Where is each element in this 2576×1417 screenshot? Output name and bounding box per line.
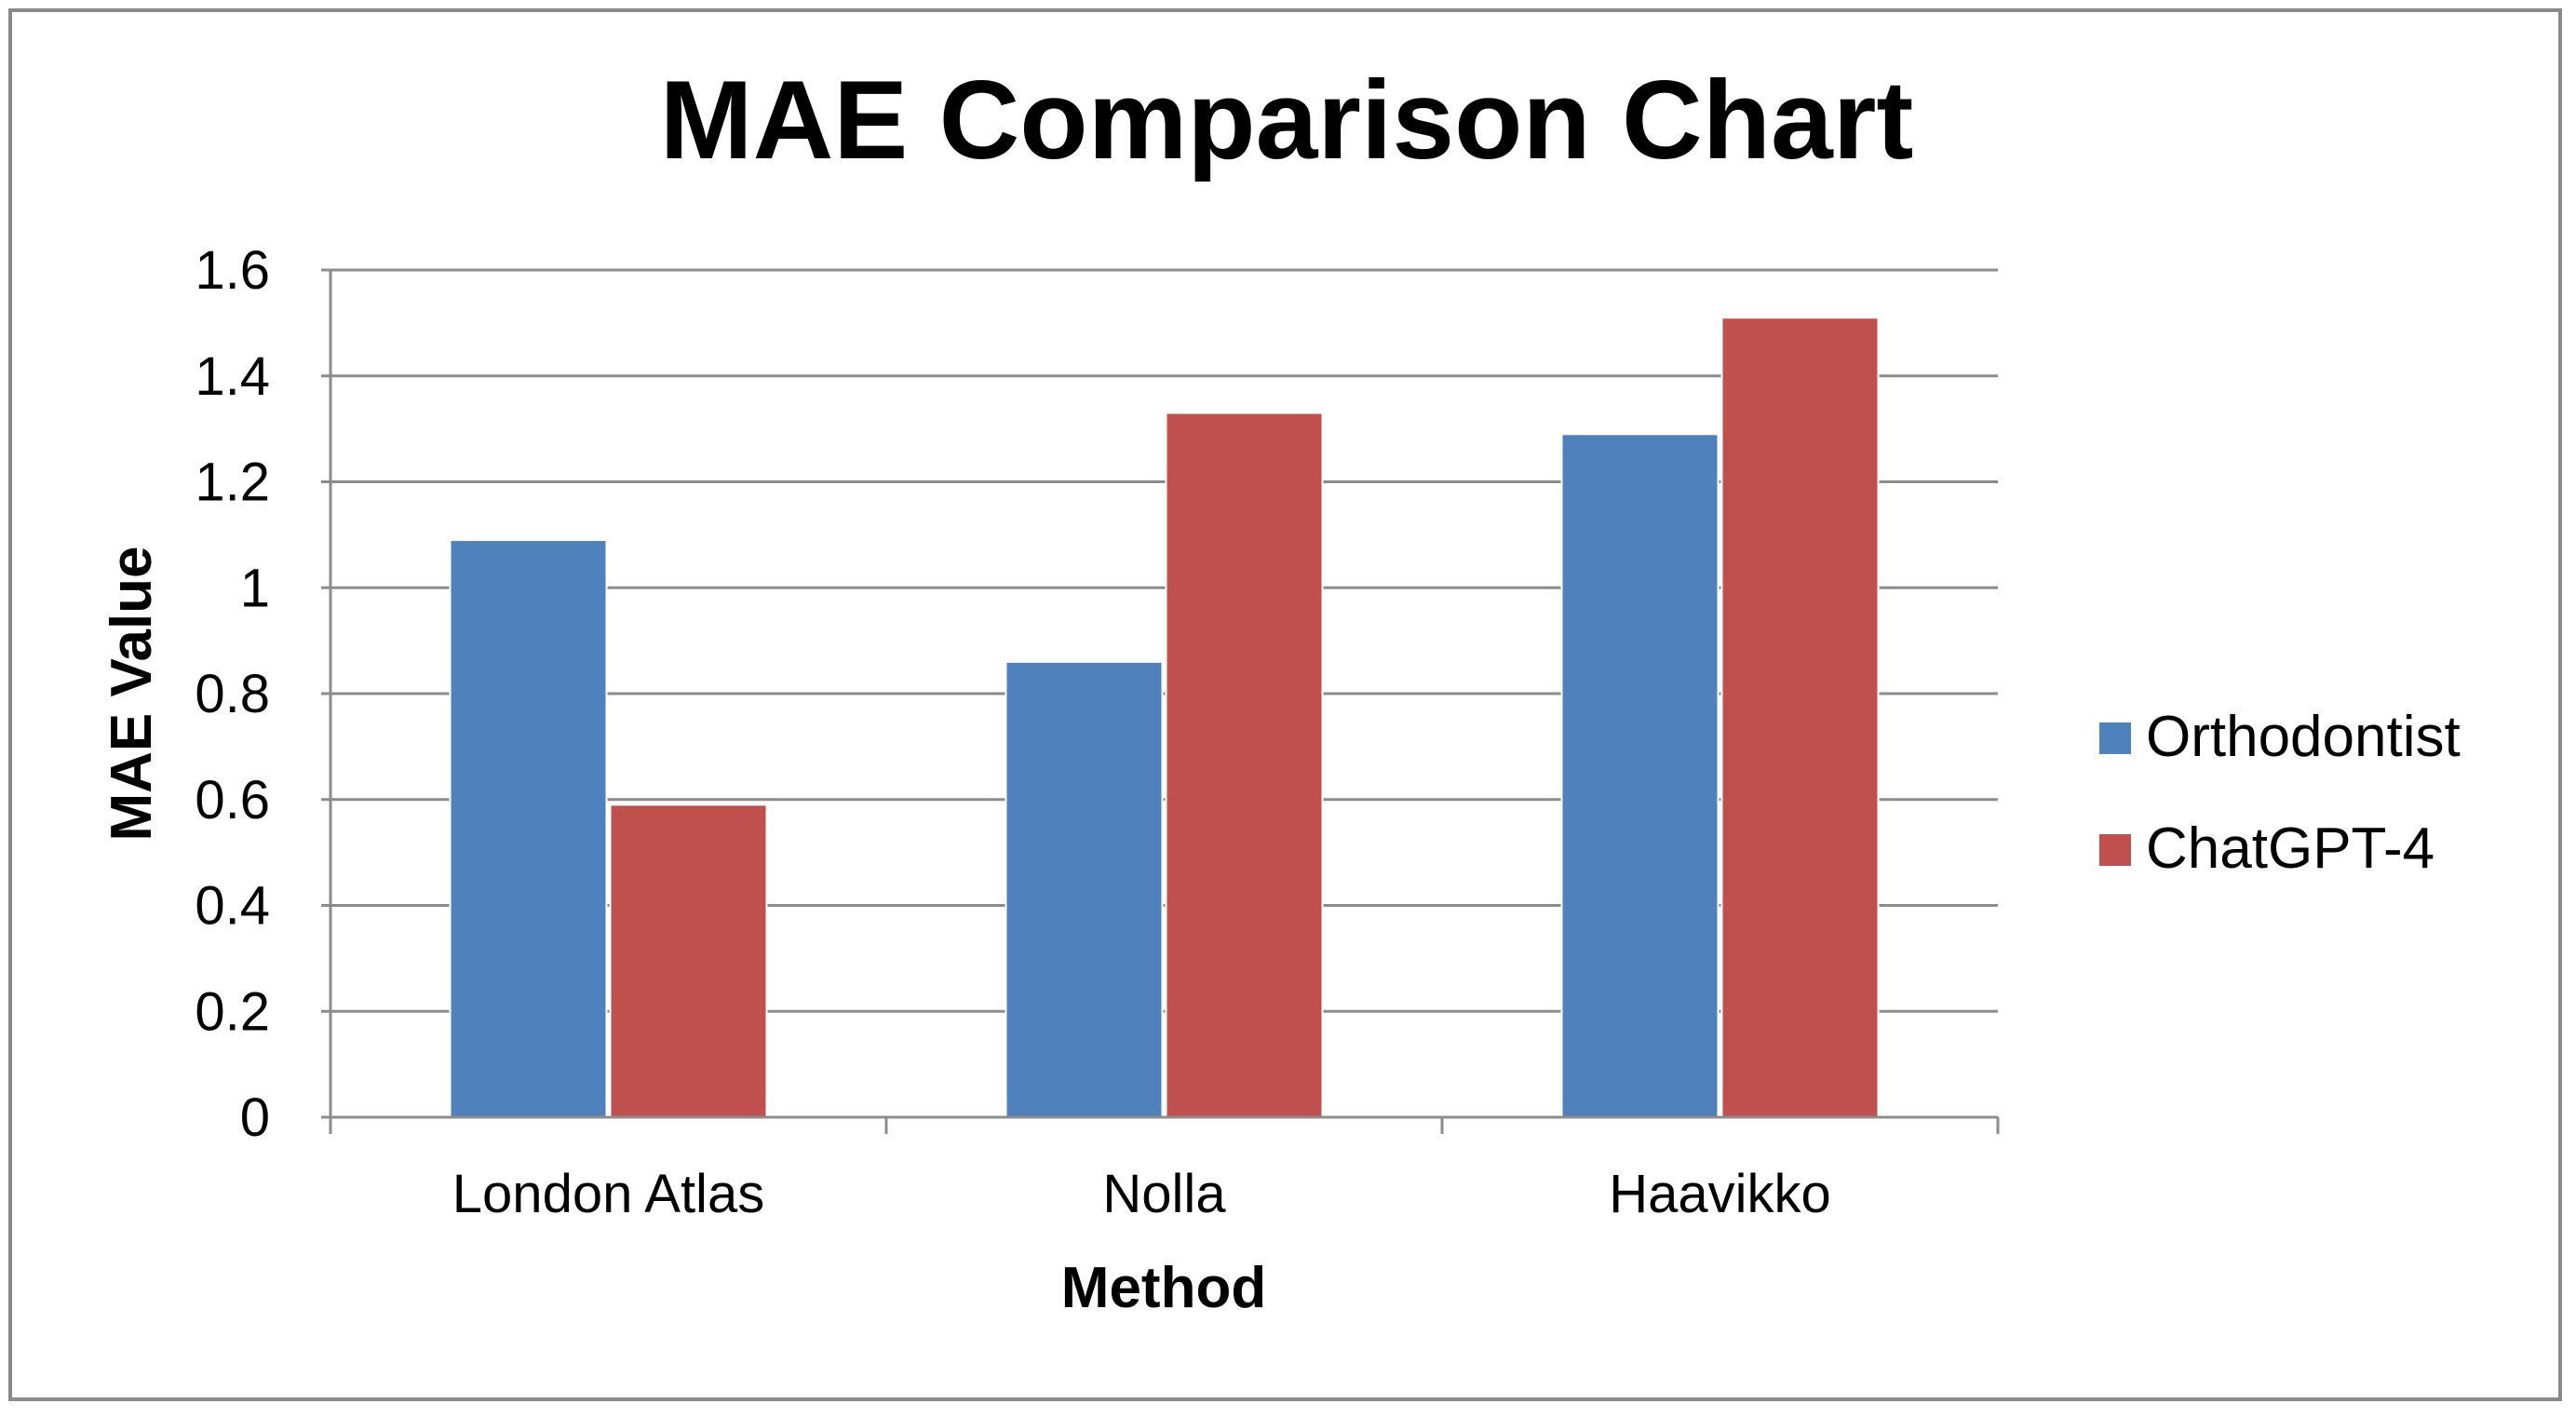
bar-orthodontist-haavikko (1560, 433, 1720, 1118)
bar-orthodontist-london-atlas (449, 539, 608, 1118)
x-axis (321, 268, 2000, 1134)
x-tick-label: London Atlas (452, 1164, 764, 1224)
bar-chatgpt-4-nolla (1165, 412, 1324, 1118)
y-tick-label: 1 (240, 558, 270, 618)
y-tick-label: 0.8 (195, 664, 270, 724)
y-tick-label: 0.4 (195, 876, 270, 937)
bar-orthodontist-nolla (1005, 660, 1164, 1118)
x-axis-ticks: London Atlas Nolla Haavikko (452, 1164, 1831, 1224)
x-axis-title: Method (1061, 1256, 1266, 1320)
x-tick-label: Haavikko (1609, 1164, 1831, 1224)
legend-swatch (2099, 722, 2131, 754)
y-tick-label: 0.2 (195, 981, 270, 1042)
bar-chatgpt-4-haavikko (1720, 317, 1880, 1118)
x-tick-label: Nolla (1102, 1164, 1226, 1224)
legend-label: ChatGPT-4 (2146, 816, 2434, 881)
chart-title: MAE Comparison Chart (660, 58, 1914, 182)
legend: Orthodontist ChatGPT-4 (2099, 705, 2461, 881)
legend-label: Orthodontist (2146, 705, 2461, 769)
y-axis-ticks: 0 0.2 0.4 0.6 0.8 1 1.2 1.4 1.6 (195, 240, 270, 1148)
y-tick-label: 1.4 (195, 346, 270, 407)
y-axis-title: MAE Value (100, 547, 164, 842)
bars (449, 317, 1880, 1118)
y-tick-label: 0 (240, 1087, 270, 1148)
y-tick-label: 0.6 (195, 770, 270, 830)
legend-swatch (2099, 834, 2131, 866)
y-tick-label: 1.2 (195, 452, 270, 513)
bar-chatgpt-4-london-atlas (609, 803, 768, 1118)
gridlines (330, 268, 1998, 1013)
y-tick-label: 1.6 (195, 240, 270, 301)
